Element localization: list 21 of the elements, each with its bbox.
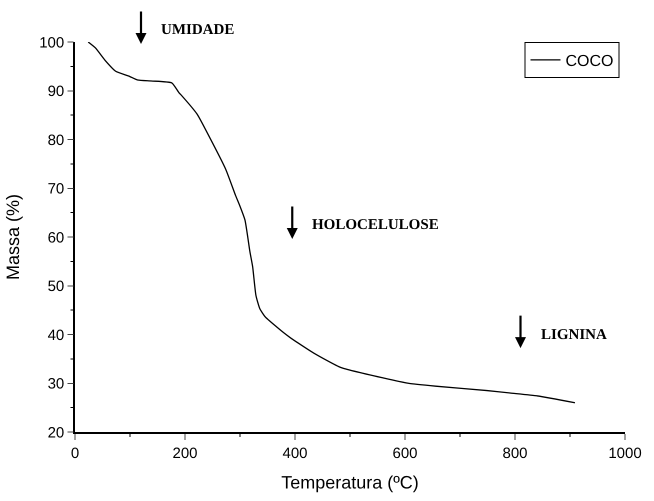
legend-label: COCO bbox=[566, 53, 614, 70]
x-tick-label: 600 bbox=[392, 444, 418, 462]
annotation: HOLOCELULOSE bbox=[312, 217, 439, 233]
y-axis-title: Massa (%) bbox=[2, 194, 23, 280]
y-tick-label: 70 bbox=[48, 180, 64, 198]
x-tick-label: 200 bbox=[172, 444, 198, 462]
y-tick-label: 20 bbox=[48, 424, 64, 442]
y-tick-label: 100 bbox=[39, 34, 64, 52]
y-tick-label: 80 bbox=[48, 132, 64, 149]
y-tick-label: 90 bbox=[48, 83, 64, 100]
y-tick-label: 30 bbox=[48, 376, 64, 392]
x-axis-title: Temperatura (ºC) bbox=[281, 472, 419, 492]
x-tick-label: 800 bbox=[502, 444, 528, 462]
text: UMIDADE bbox=[161, 22, 234, 38]
x-tick-label: 400 bbox=[282, 444, 308, 462]
y-tick-label: 60 bbox=[48, 229, 64, 246]
y-tick-label: 50 bbox=[48, 278, 64, 295]
x-tick-label: 1000 bbox=[608, 444, 642, 462]
x-tick-label: 0 bbox=[70, 444, 80, 462]
y-tick-label: 40 bbox=[48, 326, 64, 344]
annotation: LIGNINA bbox=[541, 327, 608, 343]
